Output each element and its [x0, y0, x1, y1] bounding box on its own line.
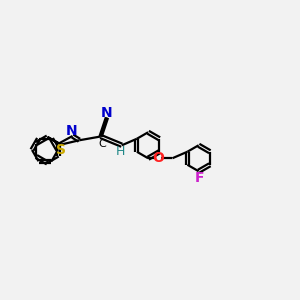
Text: S: S [56, 143, 66, 157]
Text: C: C [98, 139, 106, 149]
Text: O: O [152, 151, 164, 165]
Text: F: F [195, 171, 205, 185]
Text: N: N [101, 106, 113, 119]
Text: H: H [116, 145, 125, 158]
Text: N: N [65, 124, 77, 137]
